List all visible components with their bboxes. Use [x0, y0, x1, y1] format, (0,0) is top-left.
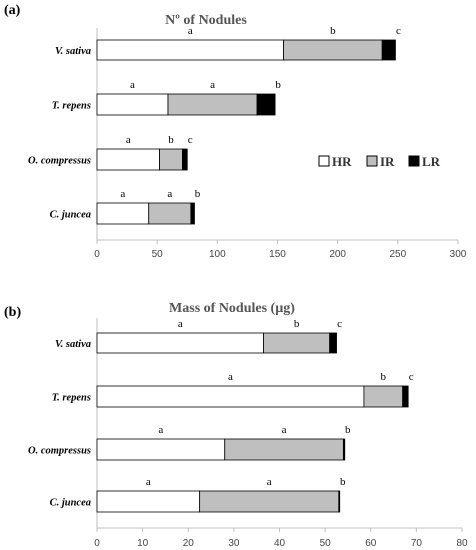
panel-b-x-tick-label: 50 — [320, 538, 332, 549]
panel-b-sig-letter-v-sativa-lr: c — [337, 318, 342, 330]
panel-a-bar-t-repens-hr — [96, 93, 169, 116]
panel-b-x-tick-label: 40 — [274, 538, 286, 549]
panel-b-sig-letter-o-compressus-hr: a — [158, 424, 163, 436]
legend-label-lr: LR — [422, 154, 441, 169]
panel-a-sig-letter-c-juncea-ir: a — [167, 188, 172, 200]
panel-b-bar-o-compressus-ir — [224, 438, 344, 461]
panel-a-bar-o-compressus-ir — [159, 148, 183, 171]
panel-a-x-tick-label: 50 — [152, 249, 164, 260]
panel-b-bar-t-repens-hr — [96, 385, 365, 408]
panel-a-x-tick-label: 300 — [450, 249, 467, 260]
panel-a-bar-t-repens-ir — [167, 93, 258, 116]
panel-b-category-label: V. sativa — [55, 339, 91, 350]
panel-a-x-tick-label: 0 — [94, 249, 100, 260]
panel-b-x-tick-label: 10 — [137, 538, 149, 549]
panel-a-sig-letter-t-repens-hr: a — [130, 79, 135, 91]
panel-a-category-label: O. compressus — [28, 156, 91, 167]
panel-a-bar-v-sativa-ir — [283, 39, 383, 61]
panel-a-bar-o-compressus-lr — [182, 148, 188, 171]
panel-b-bar-o-compressus-lr — [342, 438, 346, 461]
panel-b-bar-t-repens-ir — [363, 385, 404, 408]
panel-b-bar-t-repens-lr — [402, 385, 409, 408]
panel-a-bar-o-compressus-hr — [96, 148, 160, 171]
panel-b-x-tick-label: 30 — [228, 538, 240, 549]
panel-b-label: (b) — [4, 305, 21, 320]
panel-b-bar-c-juncea-hr — [96, 490, 201, 513]
legend-label-ir: IR — [380, 154, 395, 169]
panel-b-category-label: T. repens — [52, 393, 91, 404]
panel-a-x-tick-label: 100 — [209, 249, 226, 260]
panel-b-bar-c-juncea-lr — [338, 490, 341, 513]
panel-a-sig-letter-o-compressus-hr: a — [126, 134, 131, 146]
legend-label-hr: HR — [332, 154, 352, 169]
panel-a-sig-letter-v-sativa-lr: c — [396, 25, 401, 37]
panel-a-sig-letter-c-juncea-lr: b — [195, 188, 201, 200]
panel-a-sig-letter-c-juncea-hr: a — [120, 188, 125, 200]
panel-a-bar-c-juncea-hr — [96, 202, 150, 225]
panel-a-x-tick-label: 150 — [269, 249, 286, 260]
panel-b-x-tick-label: 80 — [456, 538, 468, 549]
panel-a-sig-letter-o-compressus-lr: c — [188, 134, 193, 146]
panel-a-bar-t-repens-lr — [256, 93, 276, 116]
panel-b-sig-letter-v-sativa-ir: b — [294, 318, 300, 330]
panel-a-sig-letter-v-sativa-ir: b — [330, 25, 336, 37]
panel-a-sig-letter-t-repens-lr: b — [275, 79, 281, 91]
panel-b-bar-v-sativa-ir — [263, 332, 331, 354]
panel-a-category-label: T. repens — [52, 101, 91, 112]
panel-a-sig-letter-v-sativa-hr: a — [188, 25, 193, 37]
panel-b-sig-letter-t-repens-hr: a — [228, 371, 233, 383]
panel-a-sig-letter-o-compressus-ir: b — [168, 134, 174, 146]
panel-a-bar-c-juncea-ir — [148, 202, 192, 225]
panel-a-label: (a) — [4, 3, 21, 18]
legend-swatch-ir — [366, 155, 378, 167]
panel-b-sig-letter-t-repens-ir: b — [381, 371, 387, 383]
panel-a-category-label: V. sativa — [55, 46, 91, 57]
panel-b-x-tick-label: 70 — [411, 538, 423, 549]
panel-b-sig-letter-o-compressus-ir: a — [282, 424, 287, 436]
legend-swatch-lr — [408, 155, 420, 167]
panel-b-sig-letter-t-repens-lr: c — [409, 371, 414, 383]
legend-swatch-hr — [318, 155, 330, 167]
panel-b-bar-v-sativa-lr — [329, 332, 337, 354]
panel-a-x-tick-label: 200 — [329, 249, 346, 260]
panel-a-bar-v-sativa-lr — [381, 39, 396, 61]
panel-b-x-tick-label: 0 — [94, 538, 100, 549]
panel-b-sig-letter-c-juncea-lr: b — [340, 476, 346, 488]
panel-b-category-label: C. juncea — [50, 498, 91, 509]
panel-b-category-label: O. compressus — [28, 446, 91, 457]
panel-b-sig-letter-c-juncea-hr: a — [146, 476, 151, 488]
panel-a-title: Nº of Nodules — [165, 13, 247, 28]
panel-b-sig-letter-o-compressus-lr: b — [345, 424, 351, 436]
panel-a-category-label: C. juncea — [50, 210, 91, 221]
panel-b-sig-letter-c-juncea-ir: a — [267, 476, 272, 488]
panel-b-sig-letter-v-sativa-hr: a — [178, 318, 183, 330]
panel-a-bar-c-juncea-lr — [190, 202, 195, 225]
panel-b-title: Mass of Nodules (µg) — [169, 301, 295, 316]
panel-a-x-tick-label: 250 — [389, 249, 406, 260]
panel-a-sig-letter-t-repens-ir: a — [210, 79, 215, 91]
panel-b-x-tick-label: 60 — [365, 538, 377, 549]
panel-b-bar-o-compressus-hr — [96, 438, 226, 461]
panel-b-bar-c-juncea-ir — [199, 490, 340, 513]
panel-a-bar-v-sativa-hr — [96, 39, 284, 61]
panel-b-bar-v-sativa-hr — [96, 332, 264, 354]
legend: HR IR LR — [318, 154, 441, 169]
panel-b-x-tick-label: 20 — [183, 538, 195, 549]
